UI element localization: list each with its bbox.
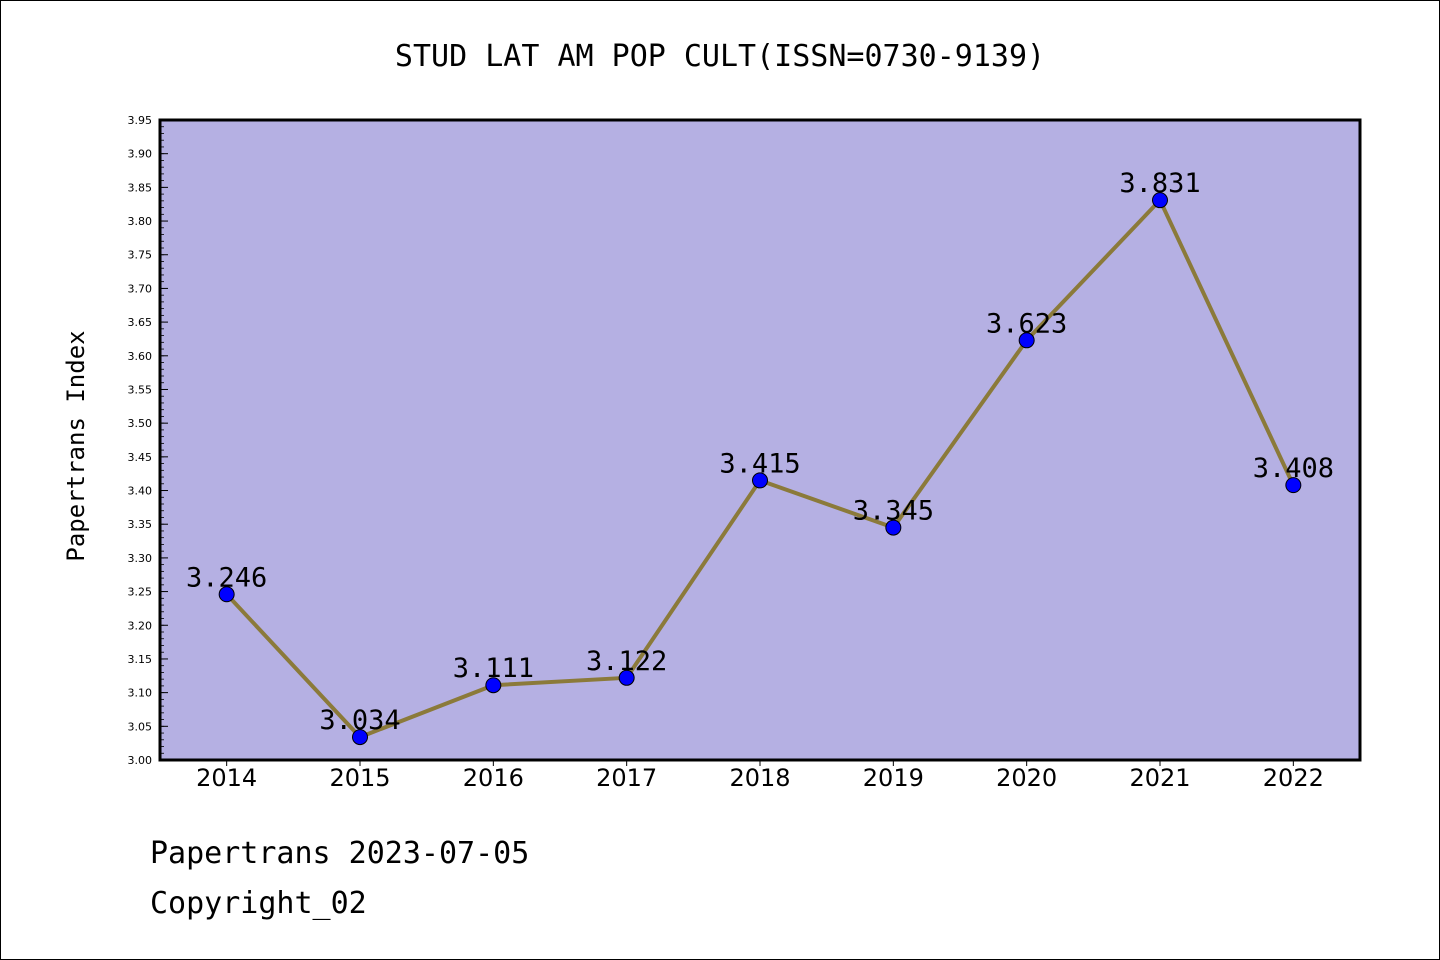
data-point <box>218 586 235 603</box>
x-tick-label: 2016 <box>463 764 524 792</box>
x-tick-label: 2018 <box>729 764 790 792</box>
y-tick-label: 3.20 <box>128 619 153 632</box>
chart-title: STUD LAT AM POP CULT(ISSN=0730-9139) <box>395 39 1045 74</box>
x-tick-label: 2015 <box>329 764 390 792</box>
data-label: 3.034 <box>319 705 400 736</box>
y-tick-label: 3.05 <box>128 720 153 733</box>
footer-date: Papertrans 2023-07-05 <box>150 836 529 871</box>
x-tick-label: 2019 <box>863 764 924 792</box>
y-tick-label: 3.15 <box>128 653 153 666</box>
data-point <box>352 729 368 746</box>
data-point <box>1152 192 1168 209</box>
y-tick-label: 3.50 <box>128 417 153 430</box>
x-axis-ticks: 2014 2015 2016 2017 2018 2019 2020 2021 2022 <box>196 760 1324 792</box>
data-label: 3.623 <box>986 308 1067 339</box>
y-axis-label: Papertrans Index <box>62 330 90 561</box>
y-tick-label: 3.90 <box>128 148 153 161</box>
data-labels: 3.246 3.034 3.111 3.122 3.415 3.345 3.623 3.831… <box>186 168 1334 736</box>
y-tick-label: 3.80 <box>128 215 153 228</box>
y-tick-label: 3.60 <box>128 350 153 363</box>
footer-copyright: Copyright_02 <box>150 886 367 921</box>
y-tick-label: 3.65 <box>128 316 153 329</box>
data-label: 3.415 <box>719 448 800 479</box>
y-axis-ticks: 3.00 3.05 3.10 3.15 3.20 3.25 3.30 3.35 3.40 3.45… <box>128 114 168 767</box>
data-label: 3.122 <box>586 646 667 677</box>
data-label: 3.246 <box>186 562 267 593</box>
y-tick-label: 3.55 <box>128 383 153 396</box>
y-tick-label: 3.10 <box>128 687 153 700</box>
x-tick-label: 2017 <box>596 764 657 792</box>
y-tick-label: 3.95 <box>128 114 153 127</box>
data-point <box>1018 332 1035 349</box>
x-tick-label: 2020 <box>996 764 1057 792</box>
data-point <box>485 677 502 694</box>
data-label: 3.345 <box>853 496 934 527</box>
x-tick-label: 2022 <box>1263 764 1324 792</box>
data-point <box>618 669 635 686</box>
data-point <box>752 472 768 489</box>
x-tick-label: 2014 <box>196 764 257 792</box>
data-label: 3.408 <box>1253 453 1334 484</box>
y-tick-label: 3.30 <box>128 552 153 565</box>
data-label: 3.111 <box>453 653 534 684</box>
y-tick-label: 3.35 <box>128 518 153 531</box>
y-tick-label: 3.40 <box>128 485 153 498</box>
x-tick-label: 2021 <box>1129 764 1190 792</box>
y-tick-label: 3.85 <box>128 181 153 194</box>
y-tick-label: 3.00 <box>128 754 153 767</box>
y-tick-label: 3.75 <box>128 249 153 262</box>
y-tick-label: 3.25 <box>128 586 153 599</box>
data-markers <box>218 192 1302 746</box>
data-point <box>1285 477 1302 494</box>
data-label: 3.831 <box>1119 168 1200 199</box>
data-point <box>885 519 902 536</box>
y-tick-label: 3.45 <box>128 451 153 464</box>
plot-area <box>158 118 1362 762</box>
y-tick-label: 3.70 <box>128 282 153 295</box>
